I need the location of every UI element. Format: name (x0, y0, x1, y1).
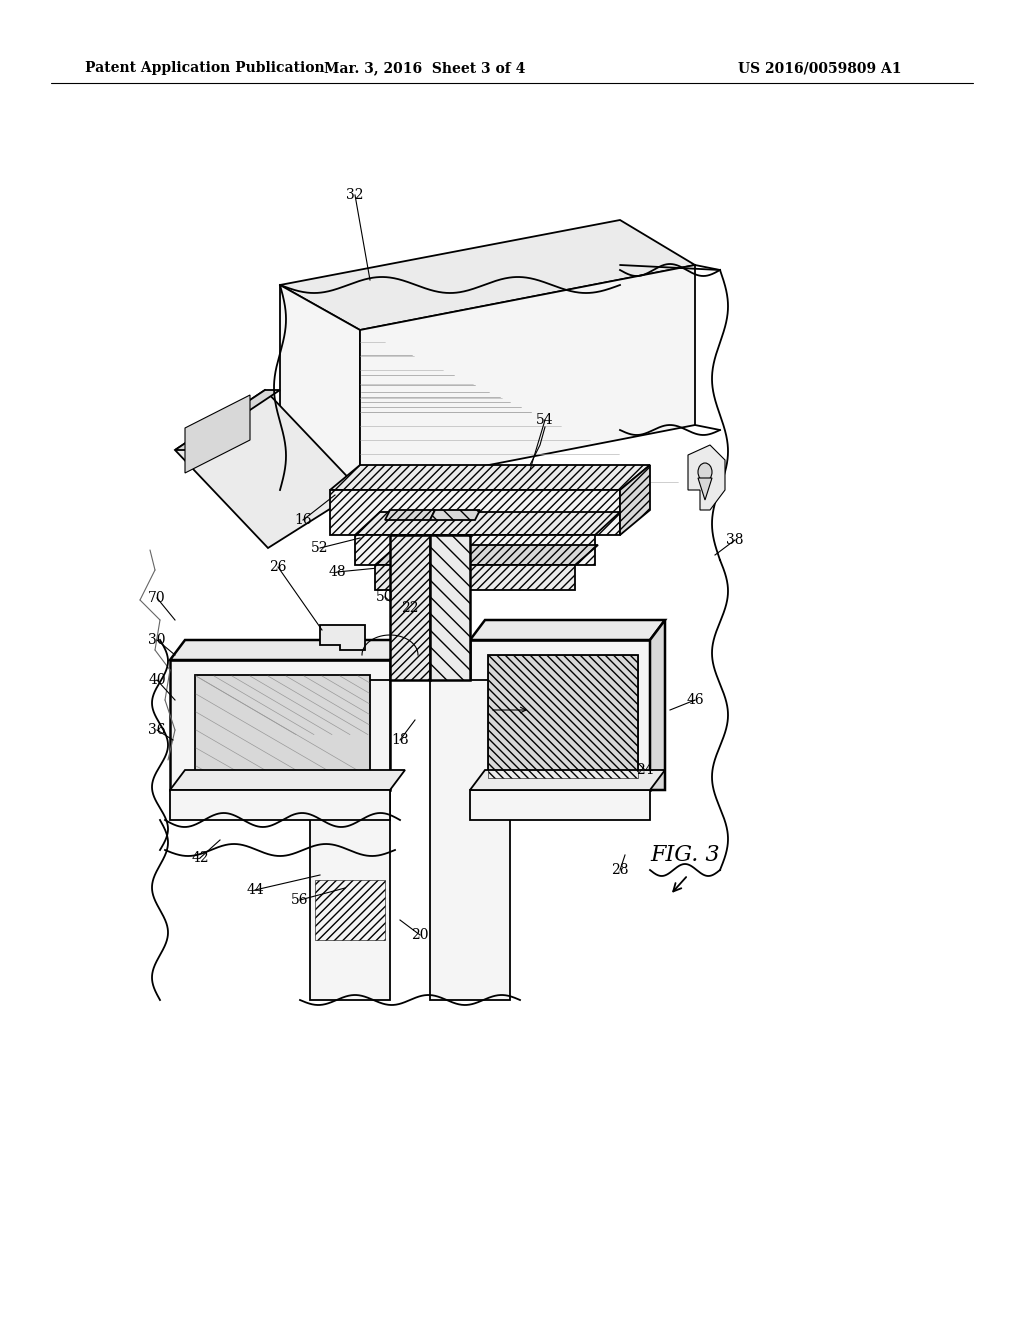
Text: 46: 46 (686, 693, 703, 708)
Polygon shape (330, 490, 620, 535)
Text: 54: 54 (537, 413, 554, 426)
Text: FIG. 3: FIG. 3 (650, 843, 720, 866)
Text: 48: 48 (328, 565, 346, 579)
Polygon shape (170, 660, 390, 789)
Polygon shape (375, 565, 575, 590)
Polygon shape (650, 620, 665, 789)
Text: Patent Application Publication: Patent Application Publication (85, 61, 325, 75)
Polygon shape (355, 535, 595, 565)
Text: 22: 22 (401, 601, 419, 615)
Polygon shape (688, 445, 725, 510)
Polygon shape (280, 220, 695, 330)
Polygon shape (355, 512, 620, 535)
Text: 36: 36 (148, 723, 166, 737)
Text: 42: 42 (191, 851, 209, 865)
Text: 16: 16 (294, 513, 312, 527)
Polygon shape (390, 535, 430, 680)
Polygon shape (195, 675, 370, 777)
Polygon shape (488, 655, 638, 777)
Text: 26: 26 (269, 560, 287, 574)
Text: 70: 70 (148, 591, 166, 605)
Text: 56: 56 (291, 894, 309, 907)
Polygon shape (310, 680, 390, 1001)
Polygon shape (175, 389, 360, 548)
Text: 44: 44 (246, 883, 264, 898)
Polygon shape (430, 535, 470, 680)
Polygon shape (470, 640, 650, 789)
Text: 32: 32 (346, 187, 364, 202)
Polygon shape (170, 640, 406, 660)
Polygon shape (698, 478, 712, 500)
Text: 24: 24 (636, 763, 653, 777)
Text: 50: 50 (376, 590, 394, 605)
Polygon shape (319, 624, 365, 649)
Ellipse shape (698, 463, 712, 480)
Text: 20: 20 (412, 928, 429, 942)
Polygon shape (175, 389, 280, 450)
Text: 28: 28 (611, 863, 629, 876)
Polygon shape (375, 545, 598, 565)
Text: 40: 40 (148, 673, 166, 686)
Polygon shape (170, 770, 406, 789)
Polygon shape (430, 680, 510, 1001)
Polygon shape (470, 789, 650, 820)
Text: 18: 18 (391, 733, 409, 747)
Polygon shape (170, 789, 390, 820)
Text: 38: 38 (726, 533, 743, 546)
Polygon shape (330, 465, 650, 490)
Polygon shape (470, 620, 665, 640)
Text: 30: 30 (148, 634, 166, 647)
Polygon shape (360, 265, 695, 490)
Text: Mar. 3, 2016  Sheet 3 of 4: Mar. 3, 2016 Sheet 3 of 4 (325, 61, 525, 75)
Text: 52: 52 (311, 541, 329, 554)
Polygon shape (470, 770, 665, 789)
Polygon shape (185, 395, 250, 473)
Polygon shape (430, 510, 480, 520)
Polygon shape (280, 285, 360, 490)
Polygon shape (620, 465, 650, 535)
Polygon shape (385, 510, 435, 520)
Text: US 2016/0059809 A1: US 2016/0059809 A1 (738, 61, 902, 75)
